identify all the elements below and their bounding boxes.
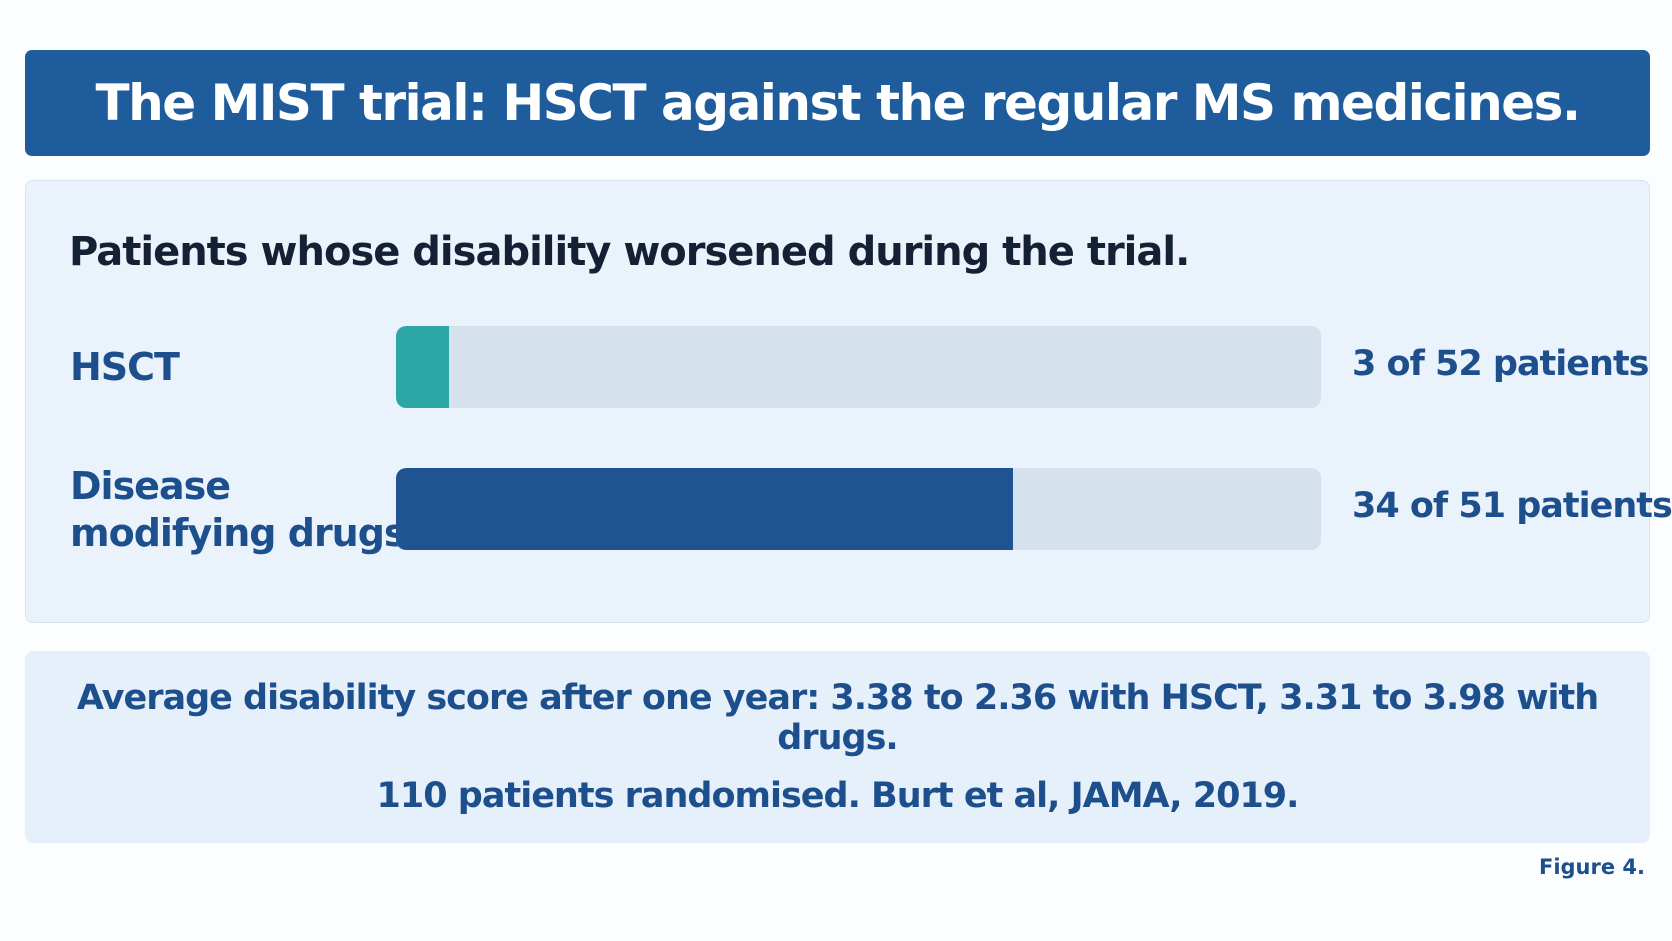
bar-value-label: 34 of 51 patients — [1352, 486, 1672, 526]
chart-card: Patients whose disability worsened durin… — [25, 180, 1672, 623]
bar-track — [396, 468, 1321, 550]
category-line: modifying drugs — [70, 511, 407, 555]
bar-disease-modifying-drugs — [396, 468, 1013, 550]
category-line: Disease — [70, 464, 231, 508]
bar-value-label: 3 of 52 patients — [1352, 344, 1650, 384]
chart-title: Patients whose disability worsened durin… — [69, 229, 1190, 275]
figure-caption: Figure 4. — [1538, 855, 1645, 879]
bar-category-label: HSCT — [70, 344, 180, 391]
page-title: The MIST trial: HSCT against the regular… — [95, 74, 1581, 132]
bar-category-label: Disease modifying drugs — [70, 463, 407, 557]
bar-hsct — [396, 326, 450, 408]
bar-track — [396, 326, 1321, 408]
category-line: HSCT — [70, 345, 180, 389]
summary-line-results: Average disability score after one year:… — [76, 678, 1599, 758]
title-banner: The MIST trial: HSCT against the regular… — [25, 50, 1650, 156]
summary-line-source: 110 patients randomised. Burt et al, JAM… — [376, 776, 1300, 816]
summary-note: Average disability score after one year:… — [25, 651, 1650, 843]
